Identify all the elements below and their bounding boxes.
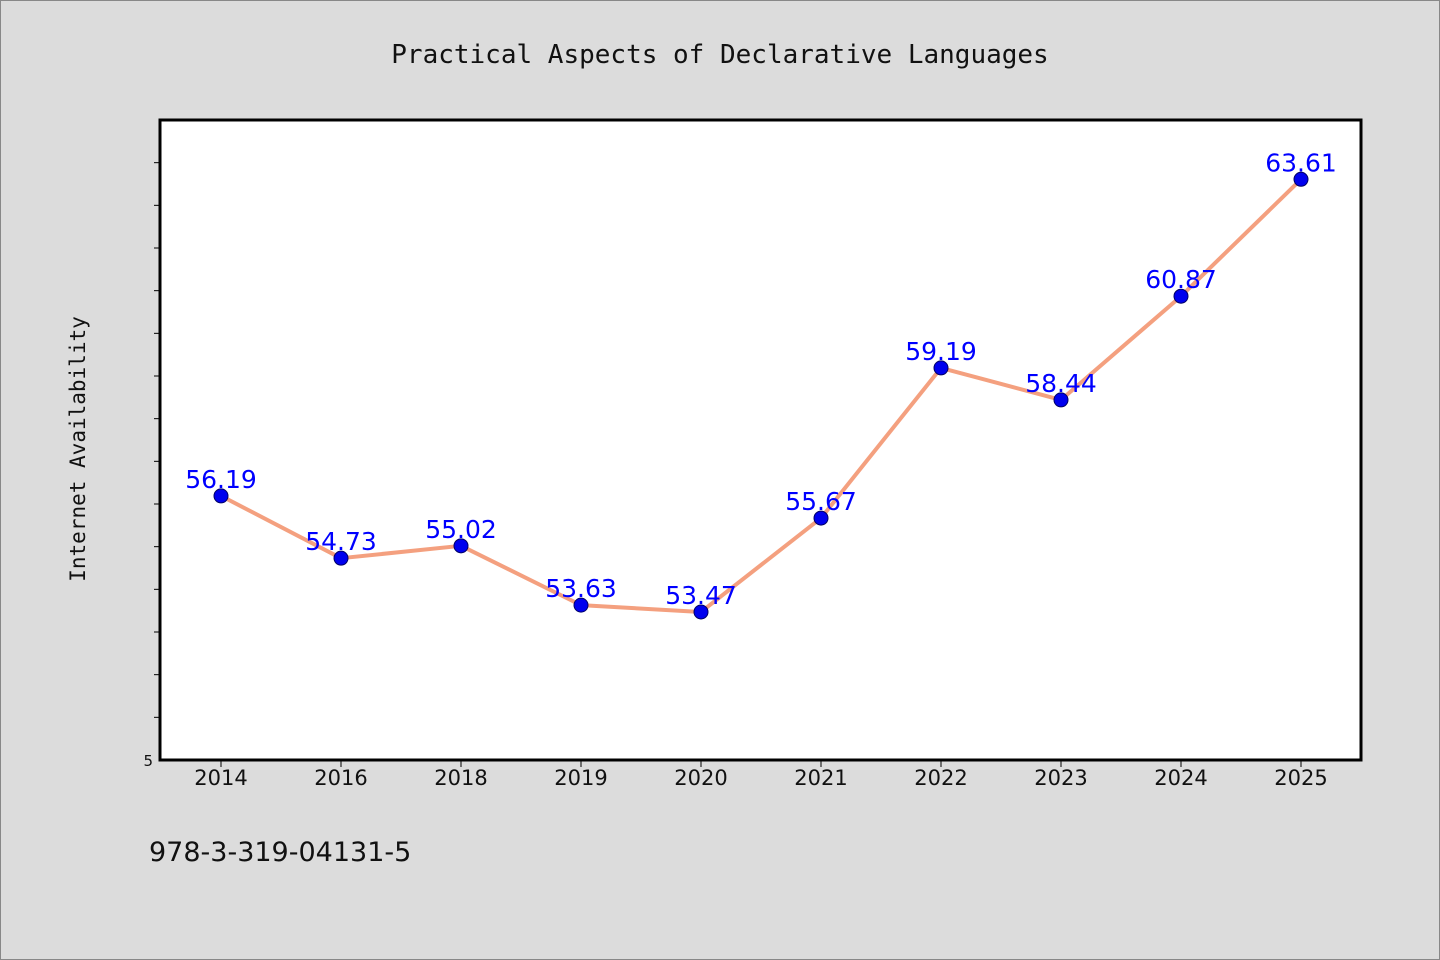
x-tick-label: 2014 xyxy=(194,766,247,790)
x-tick-label: 2020 xyxy=(674,766,727,790)
chart-title: Practical Aspects of Declarative Languag… xyxy=(391,40,1048,70)
data-point xyxy=(1293,171,1309,187)
data-labels: 56.19 54.73 55.02 53.63 53.47 55.67 59.19 58.44… xyxy=(185,148,1337,610)
data-label: 63.61 xyxy=(1265,148,1337,177)
data-label: 58.44 xyxy=(1025,369,1097,398)
y-tick-label: 5 xyxy=(143,752,153,770)
data-label: 54.73 xyxy=(305,527,377,556)
x-tick-label: 2018 xyxy=(434,766,487,790)
data-label: 59.19 xyxy=(905,337,977,366)
data-point xyxy=(333,550,349,566)
x-tick-label: 2024 xyxy=(1154,766,1207,790)
data-point xyxy=(813,510,829,526)
series-layer xyxy=(213,171,1309,620)
series-line xyxy=(220,177,1303,614)
data-label: 56.19 xyxy=(185,465,257,494)
data-point xyxy=(933,360,949,376)
x-tick-label: 2025 xyxy=(1274,766,1327,790)
data-label: 55.02 xyxy=(425,515,497,544)
data-label: 60.87 xyxy=(1145,265,1217,294)
x-tick-label: 2019 xyxy=(554,766,607,790)
x-tick-label: 2021 xyxy=(794,766,847,790)
y-axis-ticks xyxy=(154,162,160,718)
data-point xyxy=(213,488,229,504)
data-label: 53.63 xyxy=(545,574,617,603)
data-point xyxy=(1173,288,1189,304)
plot-area xyxy=(158,118,1363,762)
x-tick-label: 2023 xyxy=(1034,766,1087,790)
isbn-footnote: 978-3-319-04131-5 xyxy=(149,837,412,868)
data-label: 53.47 xyxy=(665,581,737,610)
data-point xyxy=(1053,392,1069,408)
data-label: 55.67 xyxy=(785,487,857,516)
x-tick-label: 2022 xyxy=(914,766,967,790)
x-tick-label: 2016 xyxy=(314,766,367,790)
data-point xyxy=(453,538,469,554)
data-point xyxy=(573,597,589,613)
data-point xyxy=(693,604,709,620)
y-axis-label: Internet Availability xyxy=(66,316,90,582)
x-axis-ticks: 2014 2016 2018 2019 2020 2021 2022 2023 2024 2025 xyxy=(194,760,1328,790)
